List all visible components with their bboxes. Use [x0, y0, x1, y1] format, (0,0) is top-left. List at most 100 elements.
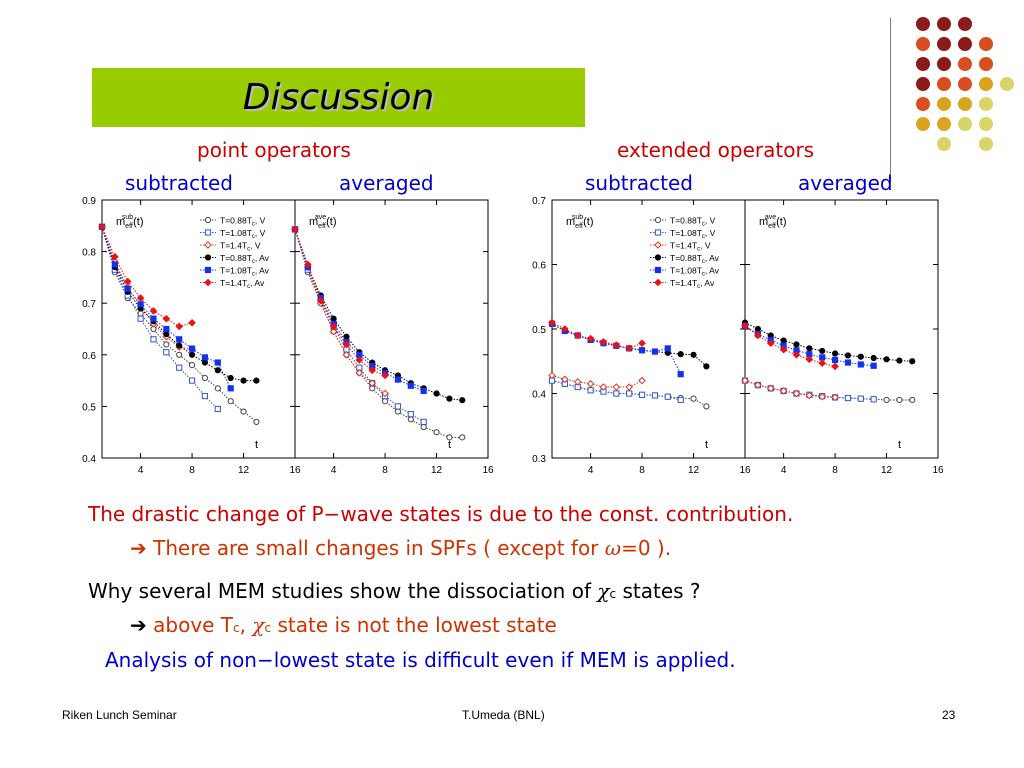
- series-line: [551, 322, 643, 349]
- data-point: [176, 351, 183, 358]
- data-point: [342, 350, 351, 359]
- data-point: [754, 331, 762, 340]
- series-line: [744, 325, 874, 367]
- data-point: [831, 362, 839, 371]
- decorative-dot: [958, 17, 972, 31]
- data-point: [909, 396, 916, 404]
- x-tick-label: 12: [881, 465, 893, 476]
- data-point: [818, 359, 827, 367]
- data-point: [204, 278, 212, 287]
- data-point: [573, 331, 582, 340]
- data-point: [188, 351, 196, 358]
- data-point: [792, 389, 801, 398]
- data-point: [137, 315, 144, 322]
- series-line: [101, 226, 219, 410]
- panel-label: meffave(t): [759, 214, 787, 230]
- plot-frame: [294, 199, 489, 459]
- data-point: [394, 403, 402, 410]
- decorative-dot: [916, 97, 930, 111]
- data-point: [792, 350, 801, 359]
- data-point: [561, 375, 569, 384]
- data-point: [651, 392, 659, 399]
- y-tick-label: 0.4: [82, 454, 96, 465]
- data-point: [253, 377, 260, 384]
- y-tick-label: 0.7: [82, 299, 96, 310]
- decorative-dot: [1000, 77, 1014, 91]
- data-point: [561, 325, 569, 333]
- legend-label: T=0.88Tc, Av: [670, 253, 720, 265]
- data-point: [703, 403, 710, 410]
- data-point: [150, 336, 157, 343]
- data-point: [779, 345, 788, 354]
- series-line: [294, 229, 386, 376]
- data-point: [741, 376, 749, 385]
- panel-label: meffave(t): [309, 214, 337, 230]
- body-line-4: ➔ above Tc, χc state is not the lowest s…: [130, 613, 557, 637]
- x-axis-label: t: [705, 439, 708, 451]
- series-line: [101, 226, 193, 351]
- data-point: [149, 307, 158, 315]
- decorative-dot: [916, 77, 930, 91]
- data-point: [831, 350, 839, 357]
- data-point: [638, 391, 646, 398]
- data-point: [407, 416, 414, 423]
- data-point: [586, 334, 595, 343]
- x-tick-label: 8: [832, 465, 838, 476]
- y-tick-label: 0.5: [532, 325, 546, 336]
- data-point: [819, 354, 826, 361]
- data-point: [573, 378, 582, 386]
- series-line: [294, 229, 463, 401]
- decorative-dot: [979, 137, 993, 151]
- data-point: [316, 296, 325, 305]
- data-point: [625, 383, 634, 391]
- data-point: [654, 254, 662, 261]
- x-tick-label: 12: [431, 465, 443, 476]
- slide-title: Discussion: [242, 77, 435, 118]
- x-axis-label: t: [255, 439, 258, 451]
- data-point: [651, 348, 659, 355]
- decorative-dot: [916, 117, 930, 131]
- data-point: [136, 294, 145, 302]
- data-point: [677, 371, 684, 378]
- decorative-dot: [958, 77, 972, 91]
- decorative-dot: [937, 137, 951, 151]
- data-point: [368, 366, 377, 375]
- data-point: [818, 392, 827, 401]
- decorative-dot: [958, 117, 972, 131]
- data-point: [857, 395, 864, 402]
- data-point: [407, 382, 414, 389]
- footer-left: Riken Lunch Seminar: [62, 708, 177, 722]
- data-point: [599, 338, 608, 346]
- data-point: [355, 356, 364, 364]
- data-point: [805, 355, 814, 364]
- legend-label: T=1.08Tc, Av: [220, 266, 270, 278]
- data-point: [176, 342, 183, 349]
- data-point: [654, 278, 662, 287]
- decorative-dot: [937, 37, 951, 51]
- y-tick-label: 0.3: [532, 454, 546, 465]
- data-point: [163, 341, 170, 348]
- data-point: [883, 396, 890, 404]
- data-point: [690, 395, 697, 402]
- chart-point-operators: 0.4 0.5 0.6 0.7 0.8 0.9 4 8 12 16 t meffsub(t) T=0.8…: [82, 196, 494, 476]
- header-averaged-left: averaged: [339, 171, 434, 195]
- body-line-3: Why several MEM studies show the dissoci…: [88, 579, 701, 603]
- data-point: [654, 241, 662, 249]
- data-point: [459, 434, 466, 441]
- data-point: [329, 322, 338, 331]
- data-point: [124, 285, 131, 292]
- data-point: [459, 397, 466, 404]
- data-point: [420, 423, 427, 431]
- data-point: [394, 408, 402, 415]
- data-point: [587, 387, 594, 394]
- legend-label: T=1.4Tc, Av: [670, 278, 715, 290]
- y-tick-label: 0.5: [82, 402, 96, 413]
- data-point: [137, 301, 144, 308]
- data-point: [175, 322, 184, 331]
- legend-label: T=1.08Tc, V: [670, 228, 716, 240]
- x-tick-label: 8: [189, 465, 195, 476]
- header-point-operators: point operators: [197, 138, 351, 162]
- data-point: [703, 363, 710, 370]
- data-point: [664, 393, 671, 400]
- data-point: [214, 367, 221, 374]
